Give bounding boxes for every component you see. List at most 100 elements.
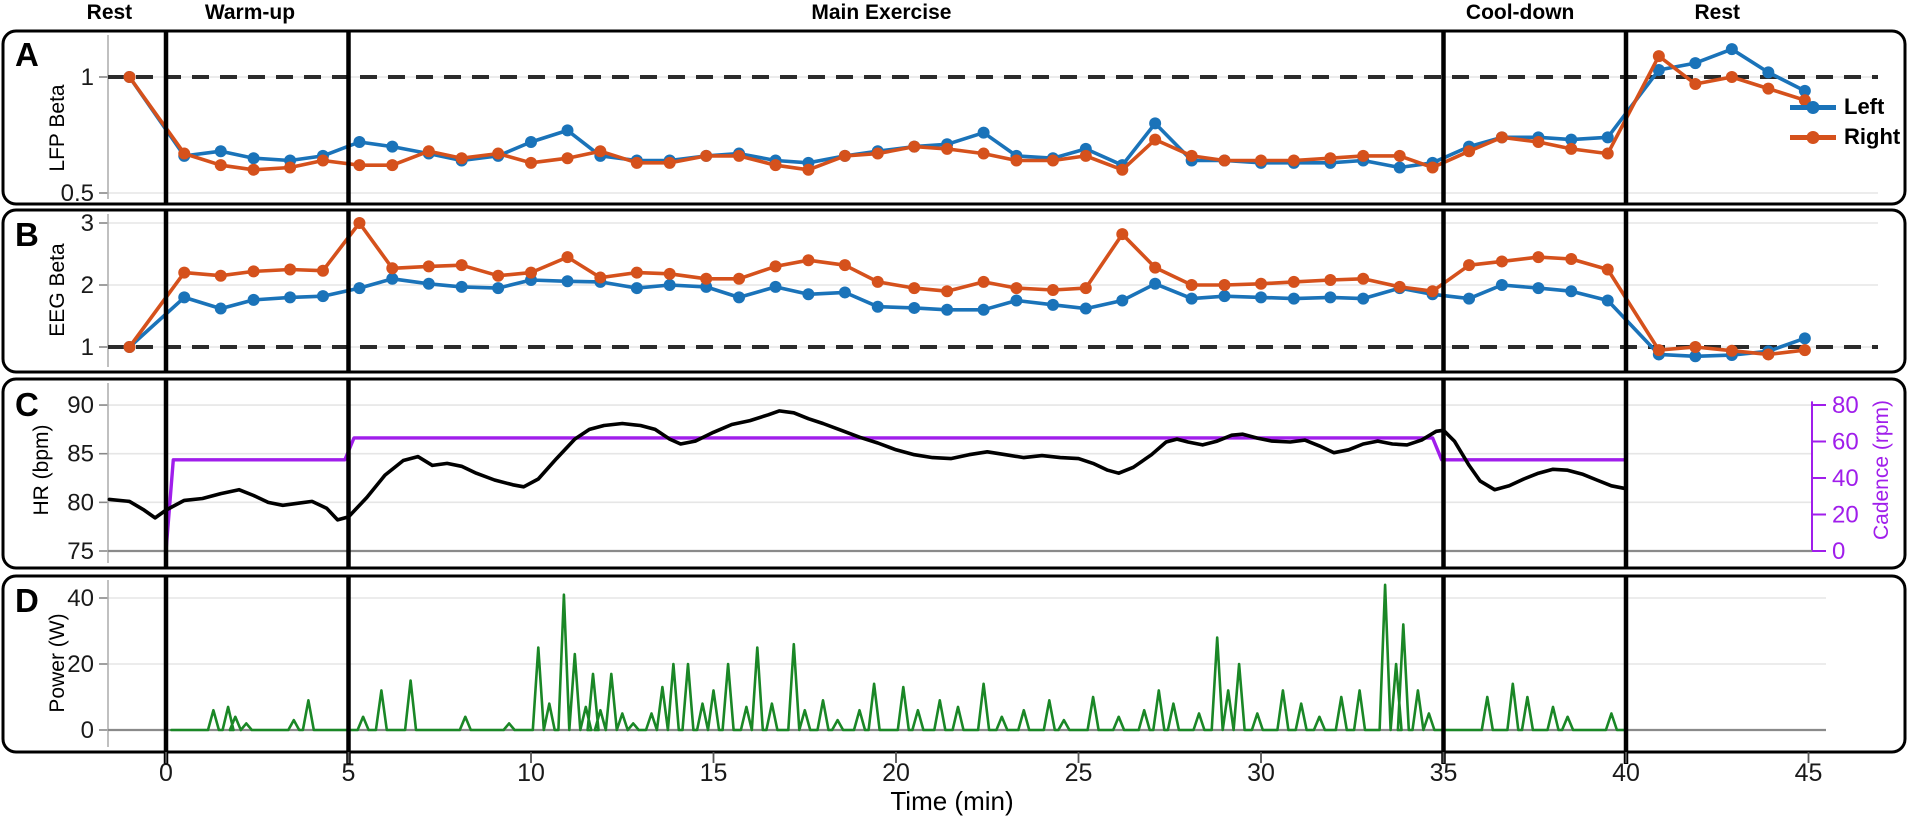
y-tick-label: 0 xyxy=(81,717,94,744)
panel-letter-c: C xyxy=(15,386,39,423)
b-marker-right xyxy=(1357,272,1370,285)
b-marker-right xyxy=(353,217,366,229)
x-tick-label: 5 xyxy=(342,759,356,787)
y-tick-label: 1 xyxy=(81,64,94,91)
a-marker-left xyxy=(1689,57,1702,70)
a-marker-left xyxy=(1762,66,1775,79)
b-marker-left xyxy=(908,301,921,314)
cadence-tick-label: 80 xyxy=(1832,392,1859,419)
b-marker-left xyxy=(1149,277,1162,290)
a-marker-left xyxy=(977,126,990,139)
a-marker-right xyxy=(1601,147,1614,160)
b-marker-left xyxy=(663,279,676,291)
a-marker-right xyxy=(1079,149,1092,162)
b-marker-right xyxy=(422,260,435,273)
y-tick-label: 1 xyxy=(81,334,94,361)
b-marker-right xyxy=(630,266,643,279)
b-marker-right xyxy=(386,262,399,275)
b-marker-right xyxy=(733,272,746,285)
a-marker-right xyxy=(594,145,607,158)
b-marker-right xyxy=(561,251,574,264)
b-marker-left xyxy=(1689,350,1702,363)
a-marker-right xyxy=(1218,154,1231,167)
b-marker-left xyxy=(561,275,574,288)
legend-right-line-icon xyxy=(1790,130,1836,144)
b-marker-right xyxy=(1426,285,1439,298)
x-tick-label: 0 xyxy=(159,759,173,787)
a-marker-right xyxy=(386,159,399,172)
b-marker-right xyxy=(1149,261,1162,274)
a-marker-right xyxy=(123,71,136,83)
panel-c-box xyxy=(1,377,1907,570)
x-tick-label: 20 xyxy=(882,759,910,787)
a-marker-right xyxy=(1652,50,1665,63)
b-marker-right xyxy=(1116,228,1129,241)
b-marker-left xyxy=(630,282,643,295)
b-marker-left xyxy=(802,288,815,301)
y-tick-label: 0.5 xyxy=(61,180,94,207)
b-marker-right xyxy=(769,260,782,273)
b-marker-left xyxy=(247,293,260,306)
a-marker-right xyxy=(1010,154,1023,167)
y-tick-label: 40 xyxy=(67,585,94,612)
legend-item-right: Right xyxy=(1788,124,1900,150)
b-marker-right xyxy=(214,269,227,282)
legend-left-line-icon xyxy=(1790,100,1836,114)
b-marker-left xyxy=(1324,291,1337,304)
a-marker-right xyxy=(284,161,297,174)
b-marker-left xyxy=(422,277,435,290)
panel-a-box xyxy=(1,29,1907,206)
b-marker-right xyxy=(1218,279,1231,291)
b-marker-right xyxy=(663,267,676,280)
cadence-tick-label: 20 xyxy=(1832,502,1859,529)
a-marker-right xyxy=(353,159,366,172)
phase-label-warmup: Warm-up xyxy=(204,1,296,24)
a-marker-right xyxy=(1116,163,1129,176)
b-marker-left xyxy=(871,300,884,313)
b-marker-right xyxy=(700,272,713,285)
a-marker-right xyxy=(1463,145,1476,158)
a-marker-right xyxy=(1762,82,1775,95)
b-marker-right xyxy=(1463,259,1476,272)
b-marker-right xyxy=(1393,280,1406,293)
b-marker-right xyxy=(1762,348,1775,361)
x-tick-label: 15 xyxy=(700,759,728,787)
x-tick-label: 25 xyxy=(1065,759,1093,787)
b-marker-right xyxy=(455,259,468,272)
b-marker-left xyxy=(1218,290,1231,303)
panel-b-box xyxy=(1,208,1907,374)
a-marker-right xyxy=(1255,154,1267,167)
a-marker-right xyxy=(492,147,505,160)
phase-label-main-exercise: Main Exercise xyxy=(811,1,952,24)
b-marker-left xyxy=(941,303,954,316)
a-marker-right xyxy=(1185,149,1198,162)
b-marker-right xyxy=(316,264,329,277)
b-marker-right xyxy=(1532,251,1545,264)
a-marker-left xyxy=(1393,161,1406,174)
y-tick-label: 2 xyxy=(81,272,94,299)
b-series-line-left xyxy=(127,276,1807,359)
y-tick-label: 90 xyxy=(67,392,94,419)
a-marker-right xyxy=(630,156,643,169)
cadence-tick-label: 0 xyxy=(1832,538,1845,565)
a-marker-right xyxy=(663,156,676,169)
hr-line xyxy=(107,409,1628,522)
b-marker-right xyxy=(525,266,537,279)
y-tick-label: 85 xyxy=(67,441,94,468)
a-marker-right xyxy=(1149,133,1162,146)
a-marker-right xyxy=(838,149,851,162)
a-marker-right xyxy=(941,142,954,155)
b-marker-right xyxy=(941,285,954,298)
b-marker-right xyxy=(1798,344,1811,357)
b-marker-left xyxy=(386,272,399,285)
phase-label-rest-post: Rest xyxy=(1694,1,1741,24)
y-tick-label: 80 xyxy=(67,489,94,516)
b-marker-right xyxy=(1185,279,1198,291)
b-marker-right xyxy=(908,282,921,295)
ylabel-eeg-beta: EEG Beta xyxy=(46,243,69,337)
b-marker-right xyxy=(284,263,297,276)
b-marker-left xyxy=(1046,298,1059,311)
b-marker-right xyxy=(1324,274,1337,287)
a-marker-right xyxy=(1357,149,1370,162)
